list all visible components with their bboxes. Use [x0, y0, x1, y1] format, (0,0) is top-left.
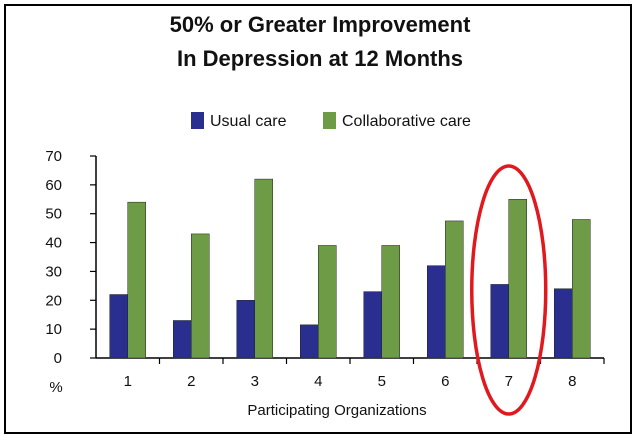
bar-usual-care-8 — [554, 288, 573, 359]
bar-collaborative-care-2 — [191, 233, 210, 359]
y-tick-label: 30 — [45, 263, 62, 280]
x-tick-label: 1 — [124, 373, 132, 390]
legend-swatch-collaborative-care — [323, 112, 336, 129]
bar-collaborative-care-5 — [381, 245, 400, 359]
legend-label-usual-care: Usual care — [210, 113, 287, 130]
bar-usual-care-2 — [173, 320, 192, 359]
bar-collaborative-care-6 — [445, 220, 464, 359]
x-tick-label: 5 — [378, 373, 386, 390]
y-tick-label: 50 — [45, 206, 62, 223]
bar-collaborative-care-1 — [127, 201, 146, 359]
legend-label-collaborative-care: Collaborative care — [342, 113, 471, 130]
y-tick-label: 10 — [45, 321, 62, 338]
x-axis-label: Participating Organizations — [247, 402, 426, 419]
y-tick-label: 20 — [45, 292, 62, 309]
highlight-ellipse — [470, 164, 548, 416]
bar-collaborative-care-3 — [254, 178, 273, 359]
chart-title-line2: In Depression at 12 Months — [176, 46, 464, 71]
chart-frame — [4, 4, 632, 434]
bar-collaborative-care-7 — [508, 199, 527, 359]
legend: Usual care Collaborative care — [191, 112, 471, 130]
x-tick-label: 6 — [441, 373, 449, 390]
bar-usual-care-3 — [236, 300, 255, 359]
chart-title-line1: 50% or Greater Improvement — [169, 12, 471, 37]
x-tick-label: 7 — [505, 373, 513, 390]
axes: 0 10 20 30 40 50 60 70 1 2 3 4 5 6 7 8 — [45, 148, 605, 390]
bar-usual-care-1 — [109, 294, 128, 359]
y-tick-label: 40 — [45, 235, 62, 252]
bar-usual-care-6 — [427, 265, 446, 359]
y-axis-label: % — [49, 379, 62, 396]
x-tick-label: 2 — [187, 373, 195, 390]
bar-collaborative-care-8 — [572, 219, 591, 359]
bar-collaborative-care-4 — [318, 245, 337, 359]
x-tick-label: 8 — [568, 373, 576, 390]
y-tick-label: 60 — [45, 177, 62, 194]
y-tick-label: 70 — [45, 148, 62, 165]
bars — [109, 178, 591, 359]
x-tick-label: 4 — [314, 373, 322, 390]
legend-swatch-usual-care — [191, 112, 204, 129]
bar-usual-care-5 — [363, 291, 382, 359]
y-tick-label: 0 — [54, 350, 62, 367]
bar-usual-care-7 — [490, 284, 509, 359]
bar-usual-care-4 — [300, 324, 319, 359]
x-tick-label: 3 — [251, 373, 259, 390]
